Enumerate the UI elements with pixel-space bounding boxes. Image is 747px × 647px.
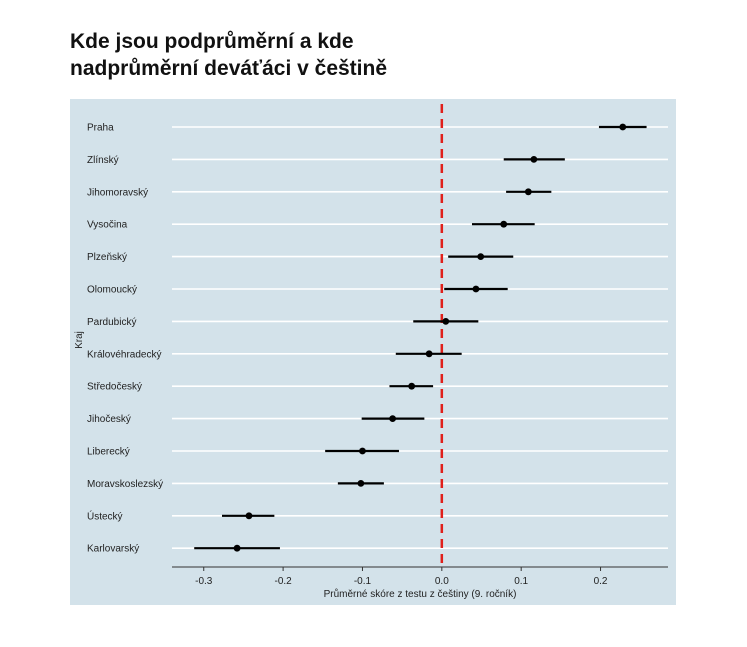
category-label: Praha <box>87 123 114 134</box>
plot-panel <box>70 99 676 605</box>
category-label: Karlovarský <box>87 544 139 555</box>
estimate-point <box>472 285 480 293</box>
estimate-point <box>500 220 508 228</box>
x-tick-label: 0.0 <box>435 576 449 587</box>
marks-layer <box>194 123 647 552</box>
estimate-point <box>425 350 433 358</box>
category-label: Jihomoravský <box>87 187 148 198</box>
estimate-point <box>389 415 397 422</box>
estimate-point <box>233 544 241 552</box>
chart-title-line-1: Kde jsou podprůměrní a kde <box>70 30 354 53</box>
x-tick-label: -0.3 <box>195 576 213 587</box>
estimate-point <box>442 318 450 325</box>
x-tick-label: 0.2 <box>594 576 608 587</box>
category-label: Plzeňský <box>87 252 127 263</box>
estimate-point <box>245 512 253 520</box>
category-label: Liberecký <box>87 447 130 458</box>
category-label: Moravskoslezský <box>87 479 163 490</box>
category-label: Vysočina <box>87 220 128 231</box>
category-label: Jihočeský <box>87 414 131 425</box>
x-axis-title: Průměrné skóre z testu z češtiny (9. roč… <box>324 588 517 600</box>
estimate-point <box>619 123 627 131</box>
category-labels: Praha Zlínský Jihomoravský Vysočina Plzeňský… <box>87 123 163 555</box>
estimate-point <box>408 382 416 390</box>
estimate-point <box>530 156 538 163</box>
chart-title-line-2: nadprůměrní deváťáci v češtině <box>70 57 388 80</box>
category-label: Královéhradecký <box>87 349 161 360</box>
category-label: Zlínský <box>87 155 119 166</box>
category-label: Pardubický <box>87 317 136 328</box>
estimate-point <box>477 253 485 260</box>
category-label: Ústecký <box>87 509 123 522</box>
estimate-point <box>359 447 366 455</box>
category-label: Olomoucký <box>87 285 137 296</box>
chart-title: Kde jsou podprůměrní a kde nadprůměrní d… <box>70 28 670 82</box>
x-axis: -0.3 -0.2 -0.1 0.0 0.1 0.2 <box>172 566 668 587</box>
grid-layer <box>172 126 668 550</box>
x-tick-label: 0.1 <box>514 576 528 587</box>
estimate-point <box>357 480 365 487</box>
estimate-point <box>524 188 532 196</box>
y-axis-title: Kraj <box>74 331 85 349</box>
category-label: Středočeský <box>87 382 142 393</box>
x-tick-label: -0.2 <box>274 576 292 587</box>
x-tick-label: -0.1 <box>354 576 372 587</box>
